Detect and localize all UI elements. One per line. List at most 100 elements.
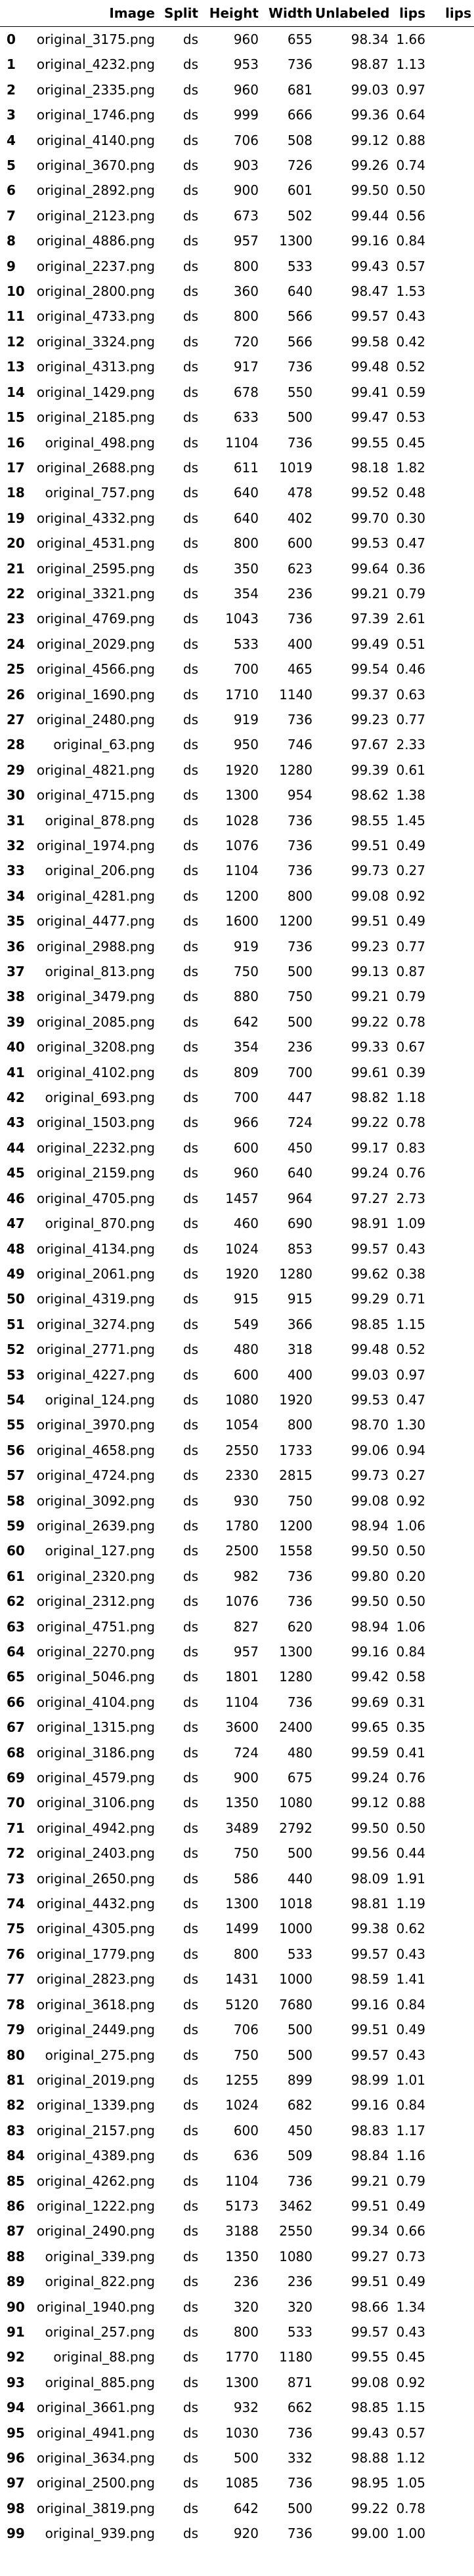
image-cell: original_878.png <box>45 812 155 828</box>
lips-cell-2 <box>428 1010 474 1034</box>
unlabeled-cell: 98.59 <box>351 1971 389 1988</box>
unlabeled-cell: 99.51 <box>351 913 389 930</box>
image-cell: original_2639.png <box>36 1517 155 1534</box>
unlabeled-cell: 99.24 <box>351 1165 389 1181</box>
row-index: 80 <box>7 2047 25 2063</box>
unlabeled-cell: 99.70 <box>351 510 389 526</box>
lips-cell-2 <box>428 1186 474 1211</box>
split-cell: ds <box>183 2274 198 2290</box>
image-cell: original_339.png <box>45 2248 155 2264</box>
width-cell: 800 <box>287 1417 312 1433</box>
height-cell: 900 <box>233 182 259 199</box>
split-cell: ds <box>183 1618 198 1635</box>
header-lips-2: lips <box>428 0 474 27</box>
height-cell: 354 <box>233 585 259 602</box>
header-lips-1: lips <box>391 0 428 27</box>
split-cell: ds <box>183 1265 198 1282</box>
row-index: 94 <box>7 2400 25 2416</box>
table-row: 17 original_2688.png ds 611 1019 98.18 1.82 <box>0 455 474 480</box>
image-cell: original_1974.png <box>36 838 155 853</box>
split-cell: ds <box>183 132 198 148</box>
height-cell: 1080 <box>225 1391 259 1408</box>
table-row: 87 original_2490.png ds 3188 2550 99.34 0.66 <box>0 2218 474 2243</box>
split-cell: ds <box>183 283 198 300</box>
unlabeled-cell: 99.22 <box>351 1013 389 1030</box>
table-row: 88 original_339.png ds 1350 1080 99.27 0.73 <box>0 2244 474 2269</box>
split-cell: ds <box>183 2323 198 2340</box>
split-cell: ds <box>183 409 198 426</box>
unlabeled-cell: 99.57 <box>351 1946 389 1962</box>
height-cell: 1300 <box>225 1896 259 1912</box>
lips-cell-2 <box>428 1891 474 1916</box>
split-cell: ds <box>183 1090 198 1106</box>
lips-cell-2 <box>428 1412 474 1437</box>
lips-cell-1: 0.50 <box>396 1543 425 1559</box>
table-row: 20 original_4531.png ds 800 600 99.53 0.47 <box>0 531 474 556</box>
row-index: 89 <box>7 2274 25 2290</box>
image-cell: original_3092.png <box>36 1492 155 1509</box>
lips-cell-1: 1.18 <box>396 1090 425 1106</box>
lips-cell-2 <box>428 1085 474 1110</box>
lips-cell-1: 0.27 <box>396 863 425 879</box>
image-cell: original_4332.png <box>36 510 155 526</box>
table-row: 37 original_813.png ds 750 500 99.13 0.87 <box>0 959 474 984</box>
image-cell: original_1503.png <box>36 1114 155 1131</box>
lips-cell-1: 1.17 <box>396 2122 425 2138</box>
height-cell: 1104 <box>225 434 259 451</box>
image-cell: original_822.png <box>45 2274 155 2290</box>
height-cell: 1024 <box>225 1240 259 1257</box>
height-cell: 636 <box>233 2148 259 2164</box>
table-row: 61 original_2320.png ds 982 736 99.80 0.20 <box>0 1564 474 1589</box>
table-row: 96 original_3634.png ds 500 332 98.88 1.12 <box>0 2445 474 2470</box>
width-cell: 450 <box>287 2122 312 2138</box>
lips-cell-2 <box>428 2395 474 2420</box>
unlabeled-cell: 99.55 <box>351 2349 389 2365</box>
width-cell: 550 <box>287 384 312 400</box>
lips-cell-1: 0.84 <box>396 233 425 249</box>
table-row: 28 original_63.png ds 950 746 97.67 2.33 <box>0 732 474 757</box>
split-cell: ds <box>183 2198 198 2214</box>
unlabeled-cell: 99.08 <box>351 888 389 904</box>
table-row: 77 original_2823.png ds 1431 1000 98.59 1.41 <box>0 1967 474 1992</box>
image-cell: original_4769.png <box>36 611 155 627</box>
row-index: 70 <box>7 1795 25 1811</box>
lips-cell-1: 0.46 <box>396 661 425 678</box>
table-row: 76 original_1779.png ds 800 533 99.57 0.43 <box>0 1942 474 1967</box>
split-cell: ds <box>183 1971 198 1988</box>
table-row: 45 original_2159.png ds 960 640 99.24 0.76 <box>0 1160 474 1185</box>
row-index: 4 <box>7 132 16 148</box>
table-row: 67 original_1315.png ds 3600 2400 99.65 0.35 <box>0 1715 474 1740</box>
split-cell: ds <box>183 1744 198 1761</box>
height-cell: 800 <box>233 535 259 552</box>
lips-cell-2 <box>428 1564 474 1589</box>
row-index: 45 <box>7 1165 25 1181</box>
split-cell: ds <box>183 2173 198 2189</box>
width-cell: 533 <box>287 2323 312 2340</box>
split-cell: ds <box>183 585 198 602</box>
lips-cell-1: 1.82 <box>396 459 425 476</box>
lips-cell-1: 0.31 <box>396 1694 425 1710</box>
table-row: 35 original_4477.png ds 1600 1200 99.51 0.49 <box>0 909 474 933</box>
image-cell: original_2061.png <box>36 1265 155 1282</box>
lips-cell-2 <box>428 77 474 102</box>
table-row: 10 original_2800.png ds 360 640 98.47 1.53 <box>0 279 474 304</box>
split-cell: ds <box>183 1240 198 1257</box>
split-cell: ds <box>183 359 198 375</box>
width-cell: 662 <box>287 2400 312 2416</box>
height-cell: 3600 <box>225 1719 259 1736</box>
row-index: 96 <box>7 2450 25 2466</box>
table-row: 82 original_1339.png ds 1024 682 99.16 0.84 <box>0 2093 474 2117</box>
row-index: 97 <box>7 2475 25 2491</box>
unlabeled-cell: 99.00 <box>351 2525 389 2542</box>
table-row: 97 original_2500.png ds 1085 736 98.95 1.05 <box>0 2470 474 2495</box>
unlabeled-cell: 99.08 <box>351 2374 389 2390</box>
lips-cell-2 <box>428 1866 474 1891</box>
height-cell: 700 <box>233 1090 259 1106</box>
lips-cell-1: 1.16 <box>396 2148 425 2164</box>
width-cell: 366 <box>287 1316 312 1332</box>
split-cell: ds <box>183 1845 198 1862</box>
lips-cell-1: 0.92 <box>396 1492 425 1509</box>
lips-cell-1: 0.79 <box>396 585 425 602</box>
table-row: 49 original_2061.png ds 1920 1280 99.62 0.38 <box>0 1261 474 1286</box>
lips-cell-1: 0.47 <box>396 535 425 552</box>
